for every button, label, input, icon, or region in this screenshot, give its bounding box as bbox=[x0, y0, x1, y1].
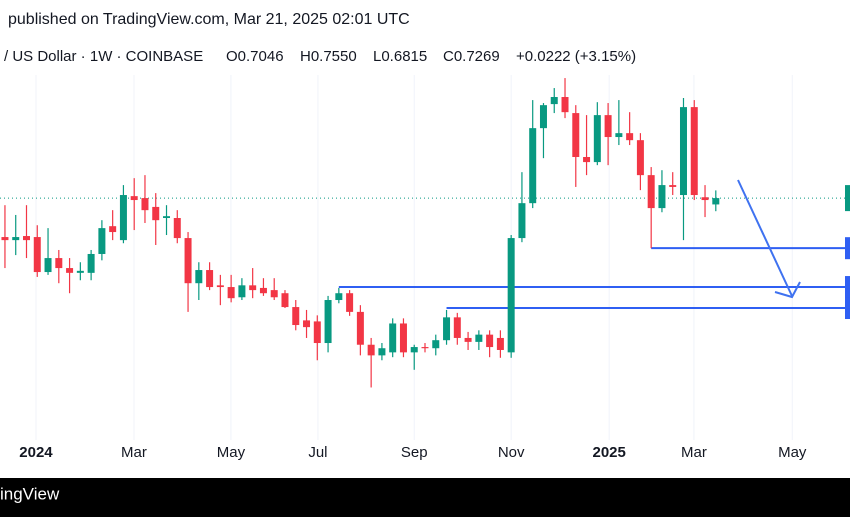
x-tick-label: Nov bbox=[498, 444, 525, 461]
candle-body bbox=[184, 238, 192, 284]
x-tick-label: 2024 bbox=[19, 444, 53, 461]
low: L0.6815 bbox=[373, 48, 427, 65]
candle-body bbox=[98, 228, 106, 254]
candle-body bbox=[238, 285, 246, 298]
price-marker bbox=[845, 185, 850, 212]
candle-body bbox=[572, 113, 580, 158]
candle-body bbox=[615, 133, 623, 138]
candle-body bbox=[76, 270, 84, 273]
candle-body bbox=[356, 311, 364, 345]
candle-body bbox=[550, 97, 558, 105]
candle-body bbox=[669, 185, 677, 187]
x-tick-label: May bbox=[217, 444, 246, 461]
level-marker bbox=[845, 237, 850, 260]
candle-body bbox=[410, 347, 418, 353]
candle-body bbox=[152, 206, 160, 221]
candle-body bbox=[636, 140, 644, 176]
candle-body bbox=[658, 185, 666, 209]
candle-body bbox=[346, 293, 354, 312]
candle-body bbox=[496, 337, 504, 350]
candle-body bbox=[173, 218, 181, 239]
brand: ingView bbox=[0, 484, 60, 503]
legend: / US Dollar · 1W · COINBASE O0.7046 H0.7… bbox=[4, 48, 636, 65]
x-tick-label: Mar bbox=[121, 444, 147, 461]
level-marker bbox=[845, 297, 850, 320]
candle-body bbox=[130, 196, 138, 201]
candle-body bbox=[163, 216, 171, 219]
close: C0.7269 bbox=[443, 48, 500, 65]
candle-body bbox=[367, 344, 375, 356]
candle-body bbox=[12, 237, 20, 241]
candle-body bbox=[55, 258, 63, 269]
candle-body bbox=[216, 285, 224, 288]
candle-body bbox=[604, 115, 612, 138]
candle-body bbox=[141, 198, 149, 211]
candle-body bbox=[712, 198, 720, 205]
candle-body bbox=[432, 340, 440, 349]
candle-body bbox=[679, 107, 687, 196]
candle-body bbox=[486, 334, 494, 348]
candle-body bbox=[518, 203, 526, 239]
candle-body bbox=[281, 293, 289, 308]
candle-body bbox=[626, 133, 634, 141]
candle-body bbox=[87, 253, 95, 273]
candle-body bbox=[227, 287, 235, 299]
candle-body bbox=[475, 334, 483, 342]
candle-body bbox=[529, 128, 537, 204]
x-tick-label: Sep bbox=[401, 444, 428, 461]
candle-body bbox=[270, 290, 278, 298]
candle-body bbox=[292, 307, 300, 326]
plot-area bbox=[0, 78, 850, 388]
candle-body bbox=[259, 287, 267, 294]
candle-body bbox=[647, 175, 655, 209]
candle-body bbox=[389, 323, 397, 353]
candle-body bbox=[1, 237, 9, 241]
published-note: published on TradingView.com, Mar 21, 20… bbox=[8, 11, 410, 28]
x-tick-label: Jul bbox=[308, 444, 327, 461]
symbol: / US Dollar · 1W · COINBASE bbox=[4, 48, 203, 65]
change: +0.0222 (+3.15%) bbox=[516, 48, 636, 65]
candle-body bbox=[583, 157, 591, 163]
candle-body bbox=[109, 226, 117, 233]
candle-body bbox=[507, 238, 515, 353]
candle-body bbox=[464, 337, 472, 342]
candle-body bbox=[22, 236, 30, 241]
arrow bbox=[737, 179, 801, 299]
candle-body bbox=[303, 320, 311, 328]
x-tick-label: May bbox=[778, 444, 807, 461]
x-tick-label: 2025 bbox=[592, 444, 625, 461]
open: O0.7046 bbox=[226, 48, 284, 65]
candle-body bbox=[593, 115, 601, 163]
candle-body bbox=[206, 270, 214, 288]
x-tick-label: Mar bbox=[681, 444, 707, 461]
candle-body bbox=[701, 197, 709, 201]
candle-body bbox=[66, 268, 74, 273]
candle-body bbox=[44, 258, 52, 273]
footer-bar bbox=[0, 478, 850, 517]
candle-body bbox=[453, 317, 461, 338]
candle-body bbox=[690, 107, 698, 196]
level-marker bbox=[845, 276, 850, 299]
candle-body bbox=[195, 270, 203, 284]
candle-body bbox=[335, 293, 343, 301]
candle-body bbox=[378, 348, 386, 356]
candle-body bbox=[119, 195, 127, 241]
candle-body bbox=[539, 105, 547, 129]
candle-body bbox=[313, 321, 321, 344]
candle-body bbox=[33, 237, 41, 273]
candle-body bbox=[421, 347, 429, 349]
candle-body bbox=[324, 300, 332, 344]
candle-body bbox=[399, 323, 407, 353]
candle-body bbox=[443, 317, 451, 341]
candle-body bbox=[561, 97, 569, 113]
high: H0.7550 bbox=[300, 48, 357, 65]
candle-body bbox=[249, 285, 257, 291]
